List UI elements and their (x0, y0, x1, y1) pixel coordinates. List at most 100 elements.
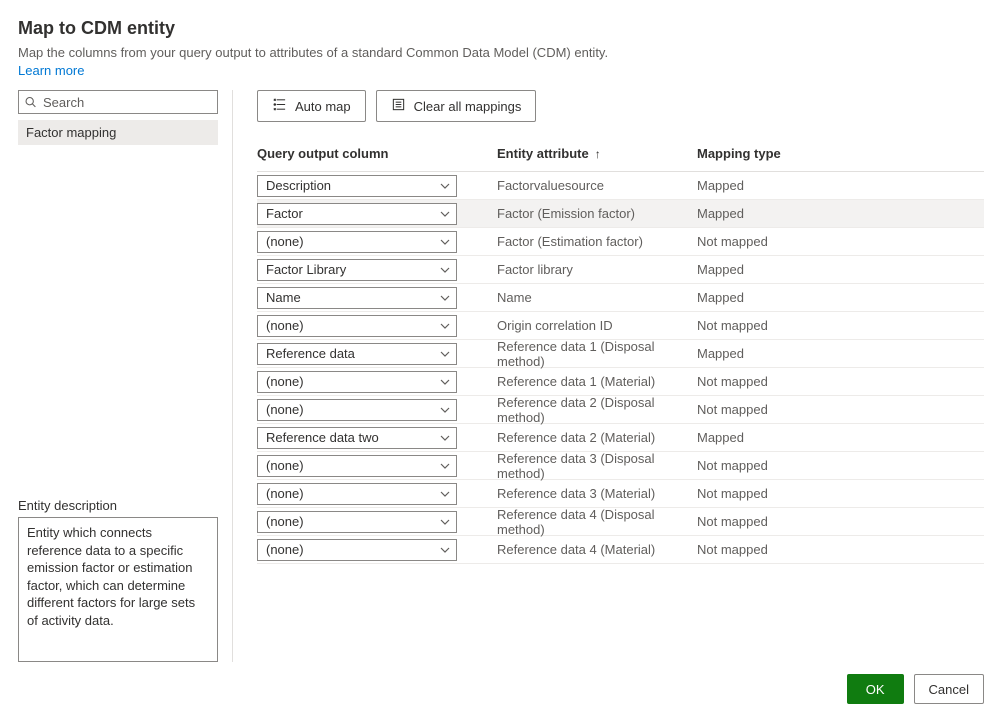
cell-query: (none) (257, 483, 497, 505)
cell-query: Reference data (257, 343, 497, 365)
chevron-down-icon (440, 461, 450, 471)
table-row[interactable]: (none) Reference data 2 (Disposal method)… (257, 396, 984, 424)
table-row[interactable]: (none)Factor (Estimation factor)Not mapp… (257, 228, 984, 256)
cancel-button[interactable]: Cancel (914, 674, 984, 704)
select-value: Factor (266, 206, 303, 221)
table-row[interactable]: Description FactorvaluesourceMapped (257, 172, 984, 200)
cell-entity-attribute: Reference data 2 (Disposal method) (497, 395, 697, 425)
query-column-select[interactable]: (none) (257, 315, 457, 337)
table-row[interactable]: (none) Reference data 4 (Disposal method)… (257, 508, 984, 536)
cell-entity-attribute: Reference data 3 (Disposal method) (497, 451, 697, 481)
auto-map-button[interactable]: Auto map (257, 90, 366, 122)
cell-entity-attribute: Factor (Emission factor) (497, 206, 697, 221)
table-header-row: Query output column Entity attribute ↑ M… (257, 146, 984, 172)
cell-query: (none) (257, 231, 497, 253)
cell-query: (none) (257, 371, 497, 393)
cell-mapping-type: Not mapped (697, 318, 837, 333)
table-row[interactable]: Factor Library Factor libraryMapped (257, 256, 984, 284)
search-input[interactable] (18, 90, 218, 114)
main-panel: Auto map Clear all mappings Query output… (233, 90, 984, 662)
query-column-select[interactable]: Reference data two (257, 427, 457, 449)
cell-mapping-type: Not mapped (697, 542, 837, 557)
ok-button[interactable]: OK (847, 674, 904, 704)
cell-query: (none) (257, 511, 497, 533)
chevron-down-icon (440, 265, 450, 275)
chevron-down-icon (440, 293, 450, 303)
cell-query: Name (257, 287, 497, 309)
sort-ascending-icon: ↑ (595, 147, 601, 161)
table-row[interactable]: NameNameMapped (257, 284, 984, 312)
table-row[interactable]: (none) Reference data 3 (Disposal method)… (257, 452, 984, 480)
dialog-footer: OK Cancel (0, 662, 1002, 720)
sidebar-item-factor-mapping[interactable]: Factor mapping (18, 120, 218, 145)
cell-query: (none) (257, 399, 497, 421)
select-value: Reference data two (266, 430, 379, 445)
cell-entity-attribute: Reference data 3 (Material) (497, 486, 697, 501)
table-row[interactable]: (none)Reference data 1 (Material)Not map… (257, 368, 984, 396)
auto-map-label: Auto map (295, 99, 351, 114)
cell-entity-attribute: Reference data 4 (Material) (497, 542, 697, 557)
cell-entity-attribute: Reference data 1 (Disposal method) (497, 339, 697, 369)
table-row[interactable]: Reference data Reference data 1 (Disposal… (257, 340, 984, 368)
chevron-down-icon (440, 405, 450, 415)
cell-mapping-type: Mapped (697, 178, 837, 193)
cell-entity-attribute: Reference data 1 (Material) (497, 374, 697, 389)
query-column-select[interactable]: (none) (257, 231, 457, 253)
chevron-down-icon (440, 433, 450, 443)
sidebar: Factor mapping Entity description Entity… (18, 90, 233, 662)
chevron-down-icon (440, 209, 450, 219)
col-header-entity-attribute[interactable]: Entity attribute ↑ (497, 146, 697, 161)
cell-entity-attribute: Factor (Estimation factor) (497, 234, 697, 249)
clear-all-mappings-button[interactable]: Clear all mappings (376, 90, 537, 122)
col-header-mapping-type[interactable]: Mapping type (697, 146, 837, 161)
query-column-select[interactable]: (none) (257, 511, 457, 533)
query-column-select[interactable]: Reference data (257, 343, 457, 365)
select-value: Name (266, 290, 301, 305)
cell-mapping-type: Not mapped (697, 402, 837, 417)
query-column-select[interactable]: (none) (257, 539, 457, 561)
entity-description-label: Entity description (18, 498, 218, 513)
table-row[interactable]: (none) Reference data 4 (Material)Not map… (257, 536, 984, 564)
table-row[interactable]: (none) Origin correlation IDNot mapped (257, 312, 984, 340)
query-column-select[interactable]: Description (257, 175, 457, 197)
page-title: Map to CDM entity (18, 18, 984, 39)
select-value: (none) (266, 486, 304, 501)
table-row[interactable]: (none) Reference data 3 (Material)Not map… (257, 480, 984, 508)
cell-entity-attribute: Factor library (497, 262, 697, 277)
query-column-select[interactable]: (none) (257, 483, 457, 505)
chevron-down-icon (440, 545, 450, 555)
query-column-select[interactable]: Name (257, 287, 457, 309)
table-row[interactable]: FactorFactor (Emission factor)Mapped (257, 200, 984, 228)
select-value: Factor Library (266, 262, 346, 277)
chevron-down-icon (440, 517, 450, 527)
chevron-down-icon (440, 349, 450, 359)
cell-mapping-type: Not mapped (697, 486, 837, 501)
table-body: DescriptionFactorvaluesourceMappedFactor… (257, 172, 984, 564)
select-value: Reference data (266, 346, 355, 361)
query-column-select[interactable]: (none) (257, 455, 457, 477)
cell-entity-attribute: Origin correlation ID (497, 318, 697, 333)
learn-more-link[interactable]: Learn more (18, 63, 984, 78)
cell-entity-attribute: Reference data 4 (Disposal method) (497, 507, 697, 537)
cell-mapping-type: Mapped (697, 430, 837, 445)
cell-query: (none) (257, 455, 497, 477)
dialog-header: Map to CDM entity Map the columns from y… (0, 0, 1002, 86)
cell-entity-attribute: Factorvaluesource (497, 178, 697, 193)
chevron-down-icon (440, 321, 450, 331)
cell-mapping-type: Mapped (697, 290, 837, 305)
cell-entity-attribute: Name (497, 290, 697, 305)
query-column-select[interactable]: Factor (257, 203, 457, 225)
query-column-select[interactable]: (none) (257, 371, 457, 393)
cell-mapping-type: Mapped (697, 346, 837, 361)
chevron-down-icon (440, 181, 450, 191)
cell-mapping-type: Not mapped (697, 458, 837, 473)
col-header-query[interactable]: Query output column (257, 146, 497, 161)
cell-query: Factor Library (257, 259, 497, 281)
cell-query: (none) (257, 315, 497, 337)
query-column-select[interactable]: (none) (257, 399, 457, 421)
auto-map-icon (272, 97, 287, 115)
query-column-select[interactable]: Factor Library (257, 259, 457, 281)
cell-query: Description (257, 175, 497, 197)
table-row[interactable]: Reference data twoReference data 2 (Mate… (257, 424, 984, 452)
cell-mapping-type: Mapped (697, 262, 837, 277)
